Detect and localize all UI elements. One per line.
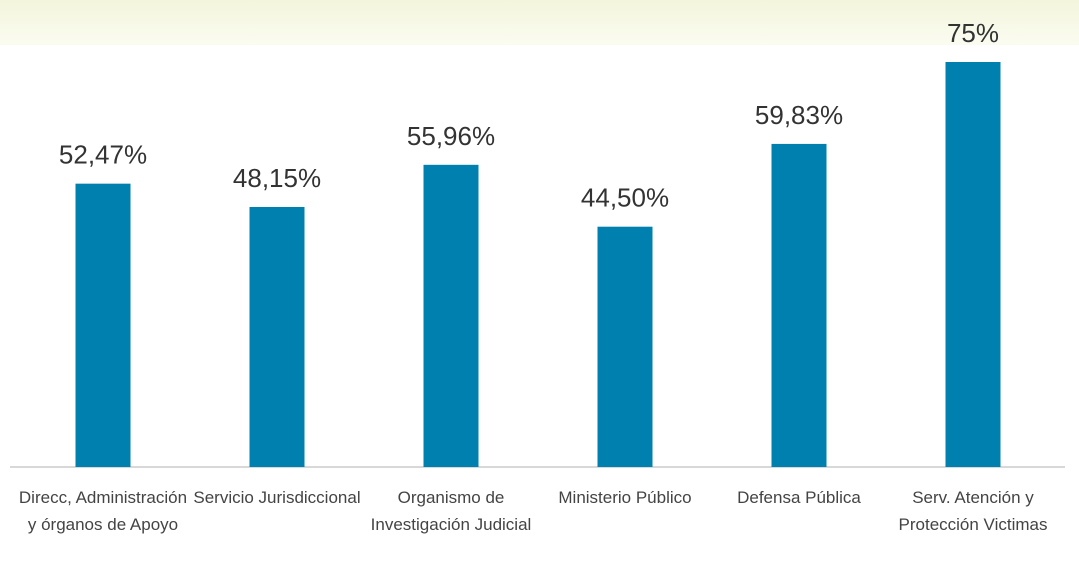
value-label: 48,15%	[233, 163, 321, 193]
bar	[249, 206, 305, 468]
x-tick-label: Servicio Jurisdiccional	[193, 488, 361, 507]
x-tick-label: Organismo de Investigación Judicial	[370, 488, 532, 534]
bar	[423, 164, 479, 468]
bar	[75, 183, 131, 468]
value-label: 75%	[947, 18, 999, 48]
value-label: 52,47%	[59, 140, 147, 170]
x-tick-label: Defensa Pública	[737, 488, 861, 507]
bar	[945, 62, 1001, 467]
x-tick-label: Serv. Atención y Protección Victimas	[898, 488, 1048, 534]
header-band	[0, 0, 1079, 45]
value-label: 44,50%	[581, 183, 669, 213]
value-label: 55,96%	[407, 121, 495, 151]
bar	[597, 226, 653, 467]
x-tick-label: Ministerio Público	[558, 488, 692, 507]
bar	[771, 143, 827, 467]
x-tick-label: Direcc, Administración y órganos de Apoy…	[18, 488, 188, 534]
value-label: 59,83%	[755, 100, 843, 130]
